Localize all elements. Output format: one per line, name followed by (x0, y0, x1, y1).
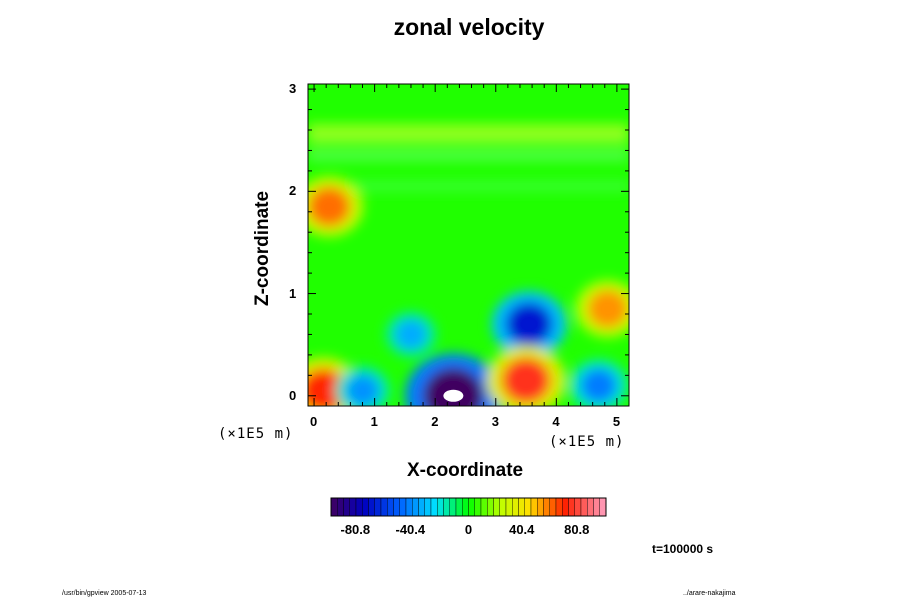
colorbar-tick-label: 80.8 (564, 522, 590, 537)
colorbar-segment (330, 497, 338, 517)
colorbar-segment (430, 497, 438, 517)
colorbar-segment (524, 497, 532, 517)
colorbar-segment (455, 497, 463, 517)
stratification-band (308, 150, 629, 161)
colorbar-segment (518, 497, 525, 517)
x-tick-label: 1 (370, 414, 378, 429)
colorbar-segment (374, 497, 382, 517)
colorbar-segment (449, 497, 457, 517)
colorbar-tick-label: 40.4 (509, 522, 535, 537)
colorbar (330, 497, 607, 517)
heatmap-cell (580, 368, 617, 403)
colorbar-segment (437, 497, 444, 517)
colorbar-segment (405, 497, 413, 517)
colorbar-segment (418, 497, 425, 517)
colorbar-segment (362, 497, 369, 517)
heatmap-cell (505, 302, 553, 347)
chart-title: zonal velocity (393, 14, 545, 40)
y-tick-label: 3 (289, 81, 297, 97)
colorbar-segment (574, 497, 582, 517)
colorbar-segment (337, 497, 344, 517)
colorbar-segment (355, 497, 363, 517)
y-axis-label: Z-coordinate (252, 190, 273, 306)
y-tick-label: 0 (289, 387, 297, 403)
footer-left: /usr/bin/gpview 2005-07-13 (62, 590, 147, 597)
heatmap-cell (501, 357, 551, 404)
colorbar-frame (330, 497, 607, 517)
heatmap-cell (345, 374, 380, 406)
colorbar-segment (368, 497, 375, 517)
colorbar-segment (387, 497, 394, 517)
x-axis-unit: (×1E5 m) (549, 434, 625, 450)
colorbar-segment (349, 497, 357, 517)
stratification-band (308, 181, 629, 192)
colorbar-segment (343, 497, 350, 517)
footer-right: ../arare-nakajima (683, 590, 736, 597)
colorbar-segment (562, 497, 569, 517)
x-tick-label: 0 (310, 414, 318, 429)
colorbar-segment (480, 497, 488, 517)
heatmap-cell (308, 186, 351, 227)
colorbar-segment (380, 497, 388, 517)
colorbar-segment (549, 497, 557, 517)
colorbar-segment (468, 497, 475, 517)
colorbar-segment (462, 497, 469, 517)
x-axis-label: X-coordinate (407, 460, 524, 481)
y-axis-unit: (×1E5 m) (218, 426, 294, 442)
colorbar-segment (487, 497, 494, 517)
colorbar-segment (543, 497, 550, 517)
x-tick-label: 3 (491, 414, 499, 429)
colorbar-tick-label: -80.8 (340, 522, 371, 537)
colorbar-segment (474, 497, 482, 517)
colorbar-segment (505, 497, 513, 517)
colorbar-segment (424, 497, 432, 517)
colorbar-segment (443, 497, 450, 517)
y-tick-label: 2 (289, 183, 297, 199)
colorbar-segment (399, 497, 407, 517)
colorbar-segment (412, 497, 419, 517)
colorbar-segment (580, 497, 588, 517)
colorbar-segment (530, 497, 538, 517)
x-tick-label: 5 (612, 414, 621, 429)
colorbar-segment (599, 497, 607, 517)
plot-frame (307, 83, 630, 407)
colorbar-tick-label: -40.4 (395, 522, 426, 537)
colorbar-segment (499, 497, 507, 517)
colorbar-tick-label: 0 (464, 522, 473, 537)
colorbar-segment (568, 497, 575, 517)
stratification-band (308, 136, 629, 145)
heatmap-cell (395, 319, 427, 350)
colorbar-segment (512, 497, 519, 517)
heatmap-cell (587, 289, 628, 328)
x-tick-label: 2 (431, 414, 439, 429)
time-label: t=100000 s (652, 542, 714, 556)
y-tick-label: 1 (289, 285, 297, 301)
heatmap-cell (423, 367, 484, 406)
colorbar-segment (537, 497, 544, 517)
saturated-region (443, 389, 464, 402)
x-tick-label: 4 (552, 414, 560, 429)
plot-area (308, 84, 629, 406)
colorbar-segment (593, 497, 600, 517)
colorbar-segment (555, 497, 563, 517)
colorbar-segment (493, 497, 500, 517)
colorbar-segment (587, 497, 594, 517)
stratification-band (308, 123, 629, 137)
colorbar-segment (393, 497, 400, 517)
